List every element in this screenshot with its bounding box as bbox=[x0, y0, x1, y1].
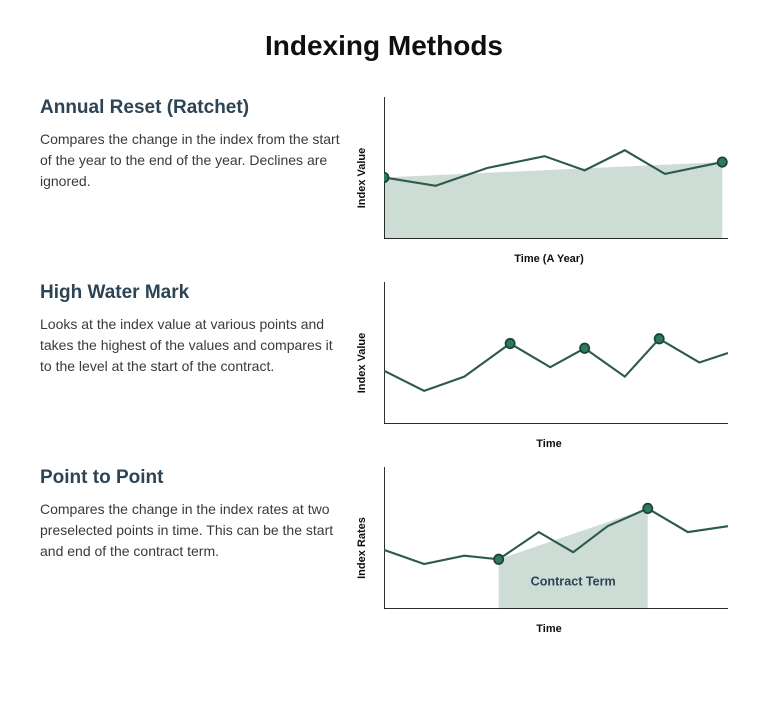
text-column: Point to Point Compares the change in the… bbox=[40, 467, 340, 562]
chart-column: Index ValueTime bbox=[370, 282, 728, 432]
section-title: Annual Reset (Ratchet) bbox=[40, 97, 340, 119]
line-chart: Contract Term bbox=[384, 467, 728, 609]
chart-line bbox=[384, 339, 728, 391]
text-column: High Water Mark Looks at the index value … bbox=[40, 282, 340, 377]
chart-plot bbox=[384, 282, 728, 424]
line-chart bbox=[384, 97, 728, 239]
x-axis-label: Time bbox=[536, 438, 561, 450]
method-row: Annual Reset (Ratchet) Compares the chang… bbox=[40, 97, 728, 247]
chart-plot: Contract Term bbox=[384, 467, 728, 609]
chart-marker bbox=[643, 504, 652, 513]
chart-axes bbox=[384, 282, 728, 424]
y-axis-label: Index Value bbox=[356, 148, 368, 209]
chart-fill-area bbox=[499, 508, 648, 609]
section-description: Compares the change in the index from th… bbox=[40, 129, 340, 192]
chart-marker bbox=[384, 173, 389, 182]
chart-marker bbox=[580, 344, 589, 353]
text-column: Annual Reset (Ratchet) Compares the chang… bbox=[40, 97, 340, 192]
section-title: Point to Point bbox=[40, 467, 340, 489]
page-title: Indexing Methods bbox=[40, 30, 728, 62]
section-title: High Water Mark bbox=[40, 282, 340, 304]
method-row: Point to Point Compares the change in the… bbox=[40, 467, 728, 617]
y-axis-label: Index Rates bbox=[356, 517, 368, 579]
chart-inner-label: Contract Term bbox=[531, 573, 616, 588]
section-description: Looks at the index value at various poin… bbox=[40, 314, 340, 377]
line-chart bbox=[384, 282, 728, 424]
x-axis-label: Time bbox=[536, 623, 561, 635]
chart-plot bbox=[384, 97, 728, 239]
chart-column: Index RatesContract TermTime bbox=[370, 467, 728, 617]
x-axis-label: Time (A Year) bbox=[514, 253, 584, 265]
chart-marker bbox=[655, 334, 664, 343]
chart-column: Index ValueTime (A Year) bbox=[370, 97, 728, 247]
section-description: Compares the change in the index rates a… bbox=[40, 499, 340, 562]
method-row: High Water Mark Looks at the index value … bbox=[40, 282, 728, 432]
chart-marker bbox=[718, 157, 727, 166]
chart-marker bbox=[494, 555, 503, 564]
chart-marker bbox=[506, 339, 515, 348]
y-axis-label: Index Value bbox=[356, 333, 368, 394]
